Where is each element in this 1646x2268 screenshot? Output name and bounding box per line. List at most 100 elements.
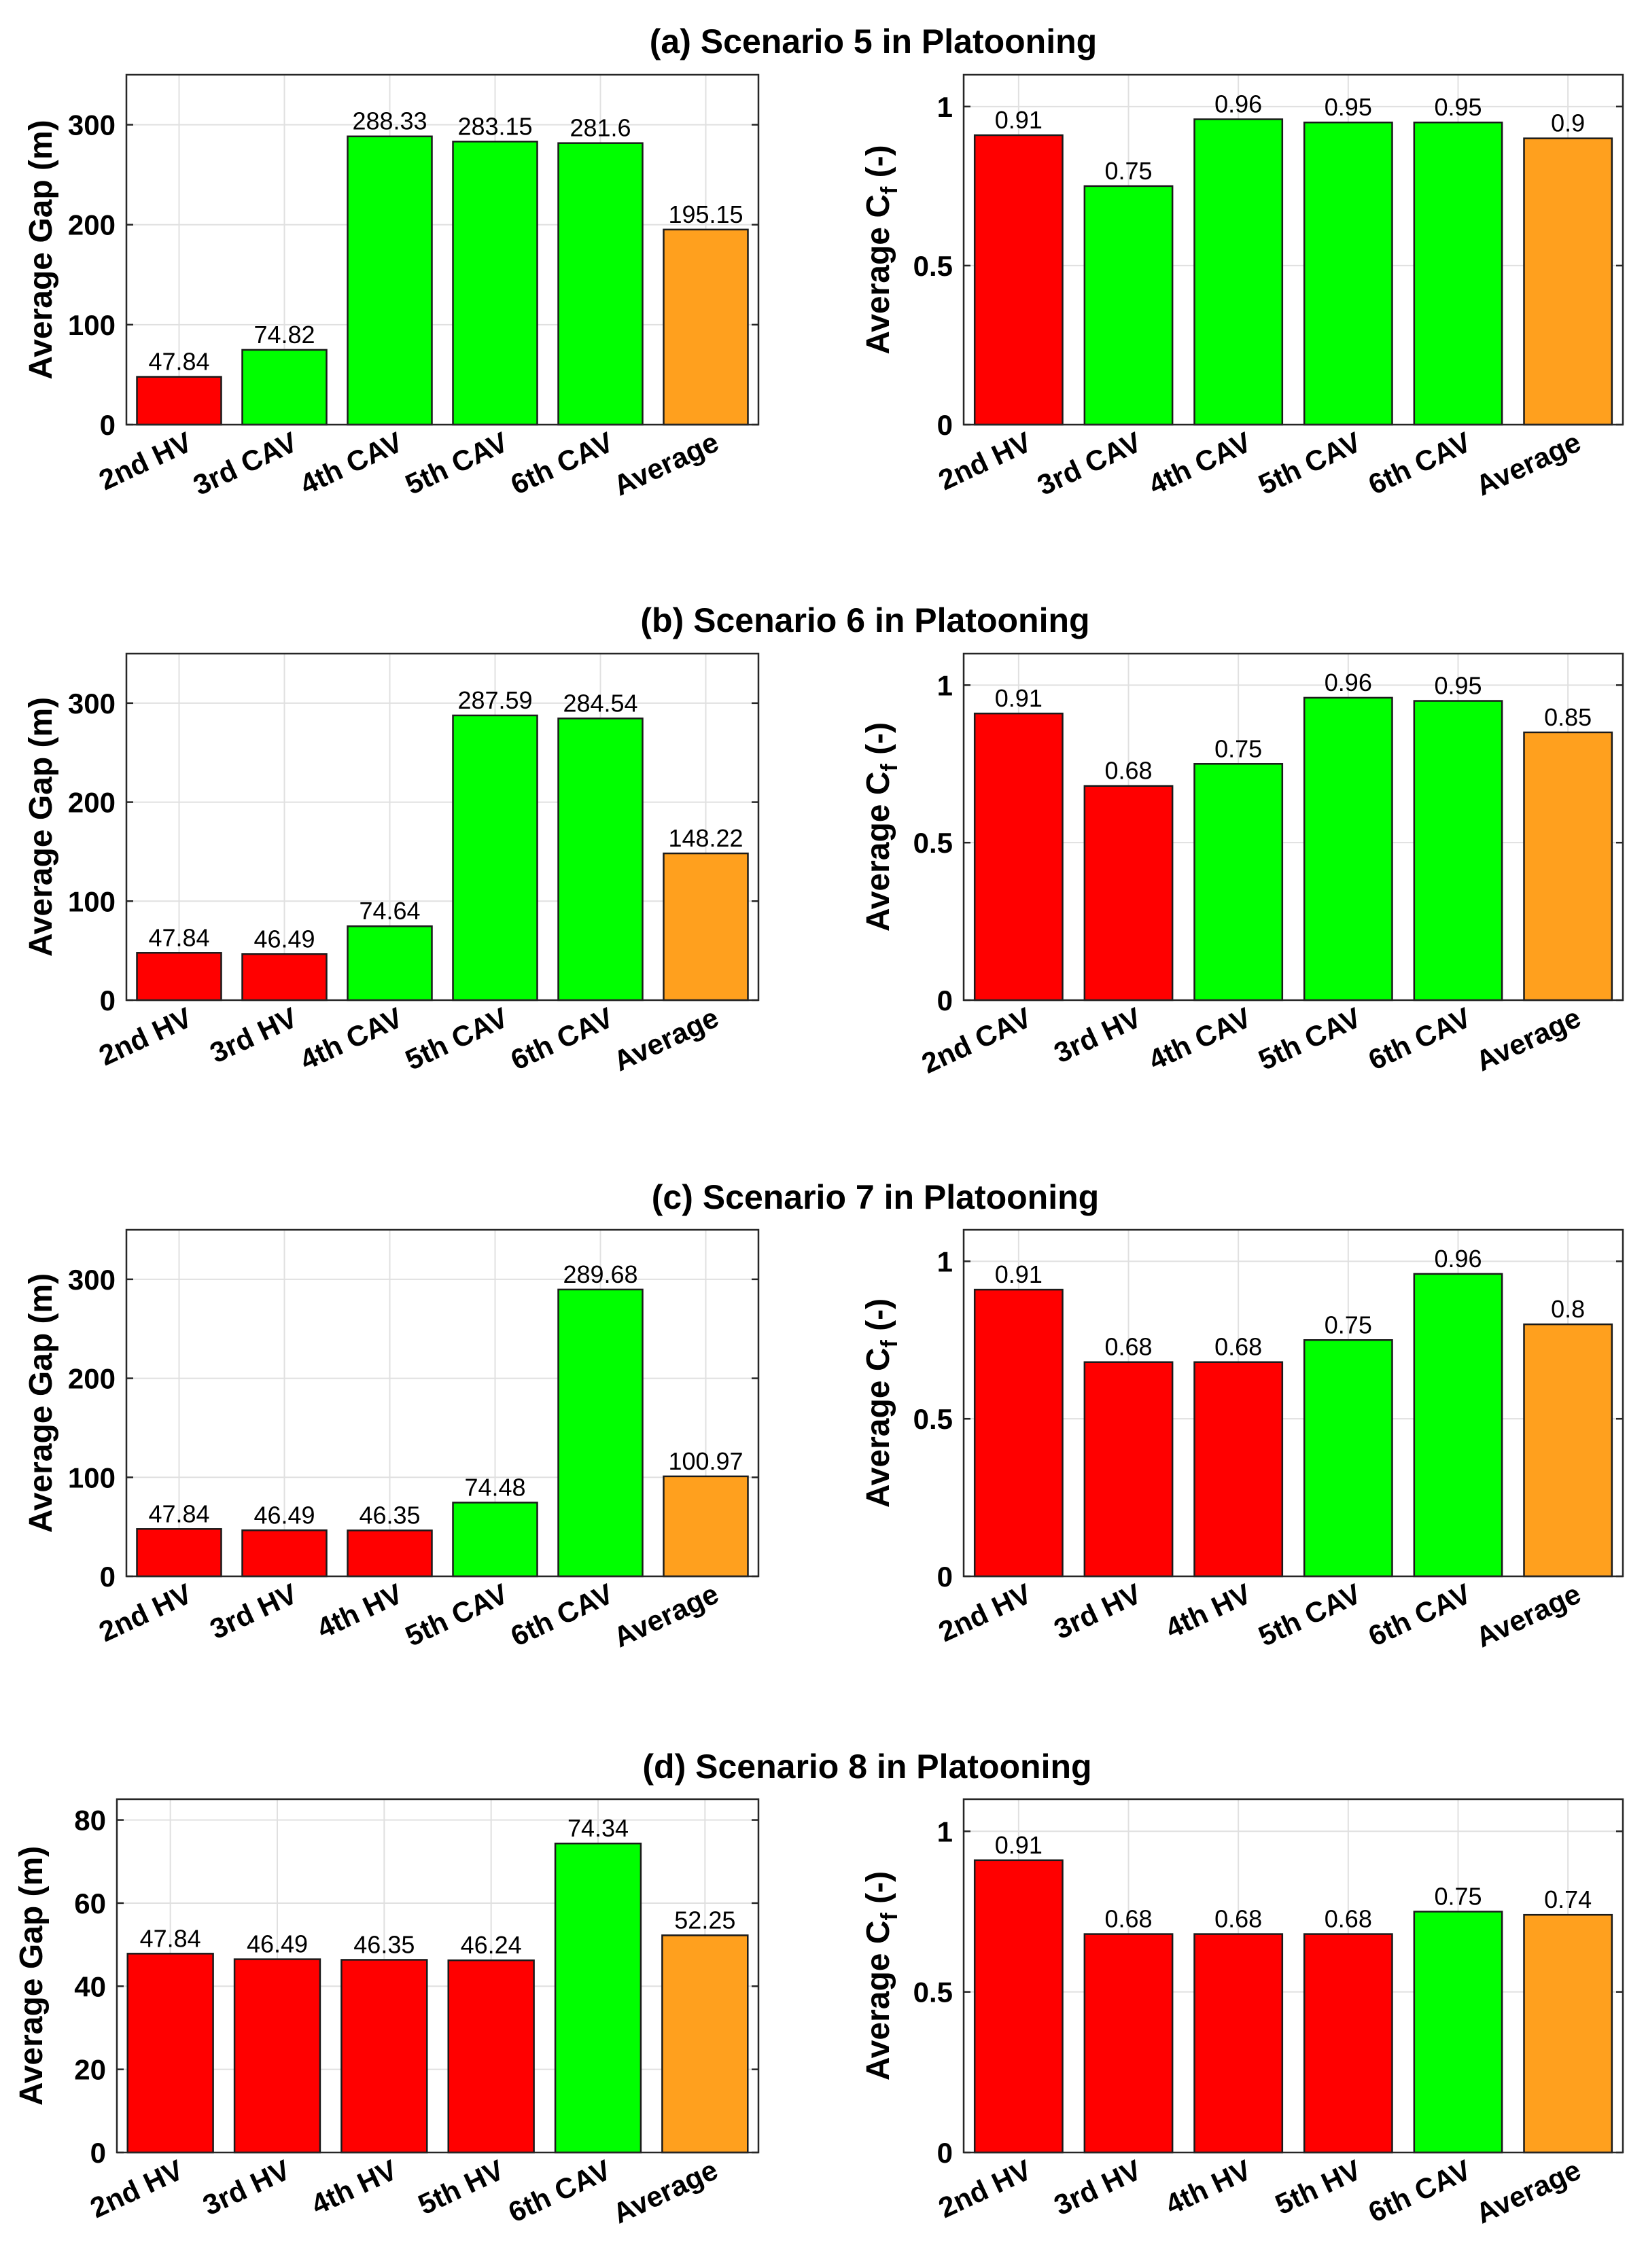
data-label: 0.95 — [1434, 672, 1482, 700]
y-tick-label: 0 — [937, 1561, 953, 1593]
bar-2nd-hv — [973, 134, 1064, 426]
x-tick-label: 5th HV — [1270, 2154, 1365, 2221]
bar-5th-cav — [452, 141, 538, 426]
y-axis-label-subscript: f — [877, 763, 903, 771]
x-tick-label: 4th HV — [1161, 1578, 1256, 1645]
y-tick-label: 100 — [68, 885, 116, 917]
data-label: 0.75 — [1214, 734, 1262, 762]
bar-2nd-hv — [973, 1288, 1064, 1578]
data-label: 47.84 — [148, 923, 209, 951]
y-tick-label: 0.5 — [913, 827, 953, 859]
bar-4th-hv — [1193, 1933, 1284, 2154]
x-tick-label: 3rd CAV — [188, 426, 302, 501]
y-axis-label-units: (-) — [860, 722, 896, 764]
bar-5th-hv — [1303, 1933, 1393, 2154]
y-tick-label: 1 — [937, 1815, 953, 1847]
data-label: 0.96 — [1434, 1245, 1482, 1273]
y-tick-label: 0 — [100, 409, 116, 441]
data-label: 0.95 — [1325, 93, 1372, 121]
y-tick-label: 300 — [68, 109, 116, 141]
data-label: 0.85 — [1544, 703, 1592, 731]
data-label: 47.84 — [148, 1500, 209, 1527]
y-tick-label: 0 — [90, 2137, 106, 2169]
data-label: 288.33 — [352, 107, 427, 135]
x-tick-label: Average — [609, 1578, 724, 1654]
y-axis-label: Average Cf (-) — [860, 145, 903, 354]
data-label: 46.35 — [359, 1501, 420, 1529]
data-label: 0.96 — [1325, 669, 1372, 696]
y-tick-label: 300 — [68, 1264, 116, 1296]
bar-4th-hv — [340, 1959, 428, 2154]
y-tick-label: 1 — [937, 669, 953, 701]
bar-5th-cav — [1303, 1339, 1393, 1578]
plot-area — [964, 75, 1623, 425]
y-tick-label: 0 — [100, 1561, 116, 1593]
bar-3rd-cav — [241, 349, 328, 426]
data-label: 0.68 — [1104, 757, 1152, 785]
y-axis-label-subscript: f — [877, 1912, 903, 1920]
data-label: 0.68 — [1104, 1333, 1152, 1361]
y-axis-label: Average Gap (m) — [23, 1273, 59, 1533]
data-label: 148.22 — [668, 824, 743, 852]
bar-3rd-hv — [1083, 1361, 1174, 1578]
x-tick-label: 4th CAV — [295, 426, 407, 501]
bar-6th-cav — [557, 142, 644, 426]
x-tick-label: 3rd CAV — [1032, 426, 1146, 501]
x-tick-label: 3rd HV — [205, 1002, 302, 1069]
x-tick-label: 4th CAV — [1144, 1002, 1256, 1076]
x-tick-label: 6th CAV — [1363, 2154, 1475, 2229]
data-label: 283.15 — [457, 112, 532, 140]
data-label: 47.84 — [148, 348, 209, 376]
x-tick-label: 2nd CAV — [917, 1002, 1036, 1080]
data-label: 289.68 — [563, 1260, 637, 1288]
y-axis-label-units: (-) — [860, 1871, 896, 1913]
bar-2nd-hv — [126, 1953, 214, 2154]
bar-3rd-hv — [241, 953, 328, 1002]
data-label: 0.91 — [995, 106, 1043, 134]
plot-area — [126, 1230, 758, 1576]
x-tick-label: 3rd HV — [205, 1578, 302, 1646]
data-label: 0.75 — [1325, 1311, 1372, 1339]
y-tick-label: 200 — [68, 787, 116, 819]
bar-6th-cav — [1413, 1273, 1503, 1578]
data-label: 0.8 — [1551, 1295, 1585, 1323]
y-tick-label: 1 — [937, 91, 953, 123]
data-label: 281.6 — [570, 114, 631, 142]
x-tick-label: 3rd HV — [1049, 2154, 1146, 2222]
x-tick-label: 5th CAV — [400, 426, 512, 501]
x-tick-label: 3rd HV — [1049, 1578, 1146, 1646]
axes-frame — [962, 73, 1624, 426]
x-tick-label: 5th CAV — [400, 1578, 512, 1652]
bar-3rd-cav — [1083, 185, 1174, 426]
y-axis-label-units: (-) — [860, 145, 896, 186]
axes-frame — [125, 1228, 760, 1578]
bar-5th-cav — [452, 1502, 538, 1578]
bar-average — [663, 228, 749, 426]
data-label: 0.96 — [1214, 90, 1262, 118]
bar-3rd-hv — [241, 1529, 328, 1578]
plot-area — [964, 1230, 1623, 1576]
data-label: 0.91 — [995, 1260, 1043, 1288]
axes-frame — [125, 652, 760, 1002]
y-tick-label: 0.5 — [913, 250, 953, 282]
y-tick-label: 0 — [937, 2137, 953, 2169]
x-tick-label: 5th CAV — [400, 1002, 512, 1076]
y-axis-label: Average Cf (-) — [860, 1871, 903, 2080]
y-tick-label: 60 — [74, 1888, 106, 1919]
y-tick-label: 80 — [74, 1805, 106, 1837]
x-tick-label: 6th CAV — [1363, 1578, 1475, 1652]
bar-average — [1523, 1323, 1613, 1578]
data-label: 46.24 — [461, 1931, 522, 1959]
bar-average — [1523, 731, 1613, 1002]
y-axis-label-subscript: f — [877, 186, 903, 194]
x-tick-label: Average — [609, 426, 724, 502]
panel-title-c: (c) Scenario 7 in Platooning — [652, 1178, 1099, 1216]
y-axis-label: Average Gap (m) — [23, 697, 59, 957]
y-tick-label: 100 — [68, 309, 116, 341]
bar-2nd-hv — [136, 376, 222, 426]
data-label: 0.75 — [1104, 157, 1152, 185]
x-tick-label: 6th CAV — [506, 1002, 618, 1076]
x-tick-label: 3rd HV — [198, 2154, 295, 2222]
